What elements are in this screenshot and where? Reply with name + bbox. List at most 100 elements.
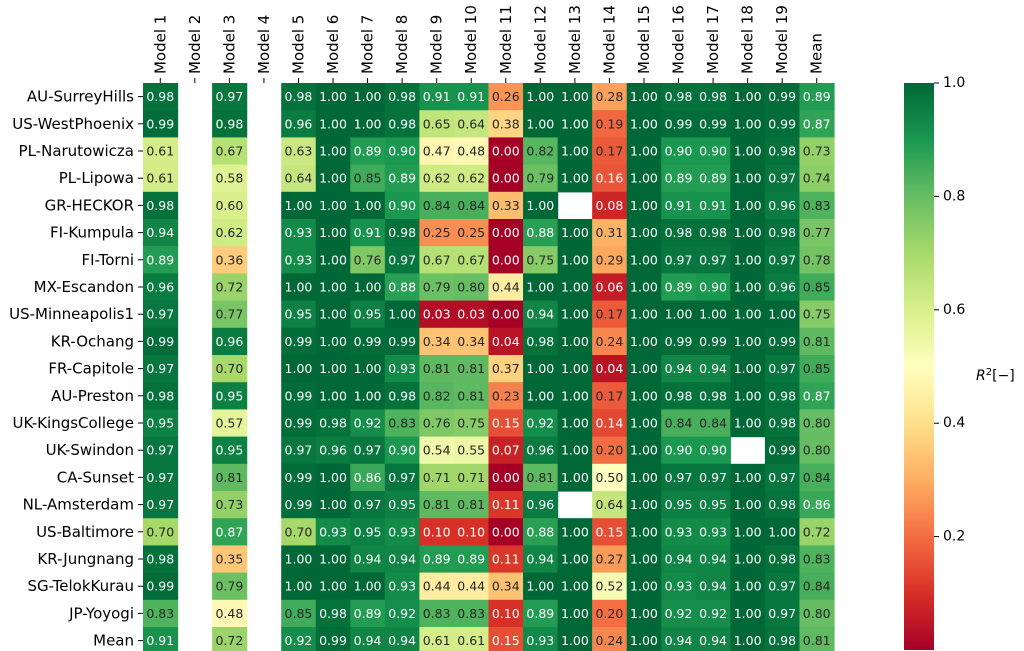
heatmap-cell (764, 627, 801, 651)
heatmap-cell (799, 110, 835, 138)
heatmap-cell (730, 463, 766, 492)
heatmap-cell (212, 137, 248, 166)
cell-value: 0.15 (492, 416, 520, 431)
heatmap-cell (626, 491, 662, 519)
heatmap-cell (557, 382, 593, 410)
cell-value: 0.79 (423, 280, 451, 295)
cell-value: 1.00 (734, 633, 762, 648)
cell-value: 1.00 (526, 280, 554, 295)
heatmap-cell (453, 436, 490, 465)
cell-value: 0.82 (526, 144, 554, 159)
heatmap-cell (453, 83, 490, 111)
cell-value: 0.98 (319, 606, 347, 621)
heatmap-cell (799, 327, 835, 356)
heatmap-cell (419, 164, 455, 193)
heatmap-cell (695, 463, 731, 492)
heatmap-cell (626, 137, 662, 166)
cell-value: 0.24 (595, 633, 623, 648)
heatmap-cell (143, 110, 179, 138)
heatmap-cell (488, 627, 524, 651)
heatmap-cell (695, 246, 731, 274)
cell-value: 1.00 (630, 198, 658, 213)
heatmap-cell (764, 273, 801, 302)
heatmap-cell (488, 518, 524, 546)
cell-value: 1.00 (561, 361, 589, 376)
heatmap-cell (626, 545, 662, 574)
cell-value: 0.98 (665, 89, 693, 104)
cell-value: 0.99 (146, 116, 174, 131)
column-label: Model 15 (635, 5, 653, 74)
heatmap-cell (764, 491, 801, 519)
cell-value: 0.97 (768, 252, 796, 267)
heatmap-cell (315, 327, 351, 356)
heatmap-cell (799, 246, 835, 274)
heatmap-cell (695, 327, 731, 356)
cell-value: 0.95 (699, 497, 727, 512)
cell-value: 1.00 (354, 388, 382, 403)
cell-value: 0.89 (699, 171, 727, 186)
heatmap-cell (764, 137, 801, 166)
cell-value: 0.99 (285, 497, 313, 512)
heatmap-cell (695, 219, 731, 247)
row-label: KR-Jungnang (37, 550, 134, 568)
heatmap-cell (143, 300, 179, 329)
cell-value: 0.98 (526, 334, 554, 349)
heatmap-cell (661, 137, 697, 166)
heatmap-cell (315, 463, 351, 492)
cell-value: 0.61 (146, 144, 174, 159)
heatmap-cell (730, 219, 766, 247)
heatmap-cell (764, 246, 801, 274)
cell-value: 1.00 (630, 524, 658, 539)
heatmap-cell (281, 545, 317, 574)
cell-value: 0.35 (215, 552, 243, 567)
heatmap-cell (212, 545, 248, 574)
cell-value: 0.97 (388, 252, 416, 267)
column-labels: Model 1 Model 2 Model 3 Model 4 Model 5 Model… (151, 5, 826, 83)
heatmap-cell (315, 300, 351, 329)
heatmap-cell (212, 110, 248, 138)
heatmap-cell (419, 518, 455, 546)
cell-value: 0.90 (699, 443, 727, 458)
cell-value: 0.90 (665, 144, 693, 159)
heatmap-cell (315, 273, 351, 302)
heatmap-cell (592, 327, 628, 356)
cell-value: 0.96 (768, 198, 796, 213)
heatmap-cell (488, 219, 524, 247)
cell-value: 0.00 (492, 252, 520, 267)
cell-value: 0.90 (388, 144, 416, 159)
heatmap-cell (557, 409, 593, 438)
heatmap-cell (592, 191, 628, 220)
row-label: UK-Swindon (46, 441, 134, 459)
heatmap-cell (523, 572, 559, 601)
heatmap-cell (350, 355, 386, 383)
heatmap-cell (764, 545, 801, 574)
cell-value: 0.98 (768, 633, 796, 648)
cell-value: 1.00 (526, 579, 554, 594)
cell-value: 1.00 (561, 89, 589, 104)
cell-value: 0.07 (492, 443, 520, 458)
heatmap-cell (661, 518, 697, 546)
cell-value: 0.52 (595, 579, 623, 594)
column-label: Model 3 (220, 15, 238, 74)
cell-value: 0.93 (388, 524, 416, 539)
cell-value: 1.00 (285, 552, 313, 567)
cell-value: 0.98 (146, 198, 174, 213)
cell-value: 0.89 (526, 606, 554, 621)
cell-value: 1.00 (734, 416, 762, 431)
heatmap-cell (488, 137, 524, 166)
cell-value: 0.34 (457, 334, 485, 349)
heatmap-cell (764, 409, 801, 438)
cell-value: 0.88 (388, 280, 416, 295)
heatmap-cell (212, 327, 248, 356)
colorbar-label-unit: [−] (992, 368, 1015, 384)
cell-value: 0.94 (699, 633, 727, 648)
cell-value: 0.98 (768, 552, 796, 567)
cell-value: 0.97 (146, 361, 174, 376)
heatmap-cell (315, 409, 351, 438)
cell-value: 0.75 (803, 307, 831, 322)
heatmap-cell (419, 491, 455, 519)
heatmap-cell (799, 599, 835, 628)
cell-value: 0.99 (665, 334, 693, 349)
heatmap-cell (143, 355, 179, 383)
heatmap-cell (212, 409, 248, 438)
